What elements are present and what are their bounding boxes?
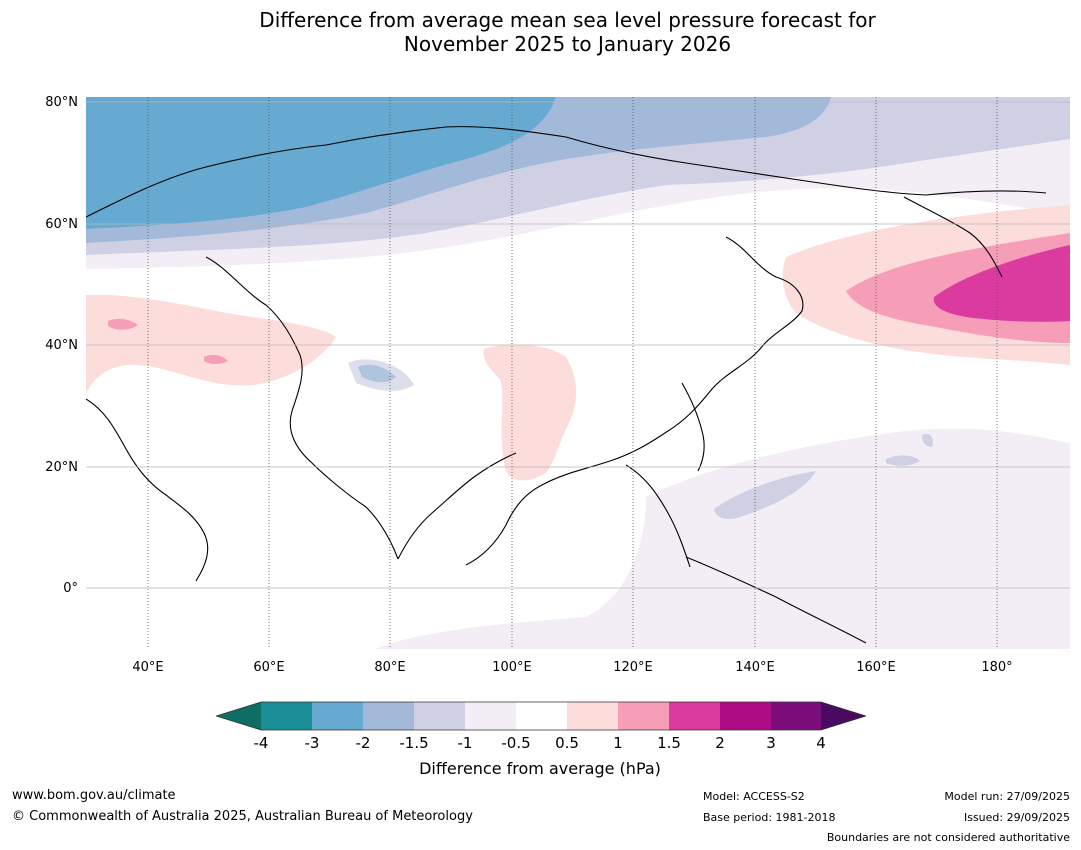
latitude-gridlines <box>86 101 1070 589</box>
website-link[interactable]: www.bom.gov.au/climate <box>12 788 176 803</box>
colorbar-segment-1-to-1-5 <box>618 702 669 730</box>
coastlines <box>86 126 1047 644</box>
anomaly-region-china-plus-0-5 <box>483 344 577 481</box>
colorbar-segment-above-4 <box>821 702 866 730</box>
pressure-anomaly-map <box>86 97 1070 649</box>
colorbar-tick: -2 <box>355 734 371 752</box>
title-line-1: Difference from average mean sea level p… <box>259 8 876 32</box>
lon-label-160e: 160°E <box>856 660 896 675</box>
colorbar-tick: -0.5 <box>501 734 531 752</box>
colorbar-tick: -1 <box>457 734 473 752</box>
lat-label-40n: 40°N <box>45 338 78 353</box>
anomaly-region-west-plus-1-a <box>108 318 138 330</box>
colorbar <box>216 701 866 731</box>
anomaly-region-west-plus-1-b <box>204 354 228 364</box>
lon-label-60e: 60°E <box>253 660 285 675</box>
colorbar-segment-1-5-to-2 <box>669 702 720 730</box>
anomaly-region-tibet-minus-outer <box>348 359 414 391</box>
colorbar-segment-minus-4-to-minus-3 <box>261 702 312 730</box>
lon-label-40e: 40°E <box>132 660 164 675</box>
lon-label-80e: 80°E <box>374 660 406 675</box>
colorbar-label: Difference from average (hPa) <box>419 759 661 778</box>
colorbar-segment-minus-2-to-minus-1-5 <box>363 702 414 730</box>
colorbar-tick: -3 <box>304 734 320 752</box>
colorbar-tick: -4 <box>253 734 269 752</box>
copyright-text: © Commonwealth of Australia 2025, Austra… <box>12 809 473 824</box>
colorbar-segment-3-to-4 <box>771 702 821 730</box>
colorbar-segment-minus-1-5-to-minus-1 <box>414 702 465 730</box>
lat-label-80n: 80°N <box>45 95 78 110</box>
colorbar-segment-below-minus-4 <box>216 702 261 730</box>
boundaries-disclaimer: Boundaries are not considered authoritat… <box>826 831 1070 844</box>
colorbar-tick: 3 <box>766 734 776 752</box>
lat-label-20n: 20°N <box>45 460 78 475</box>
anomaly-region-minus-3 <box>86 97 556 229</box>
model-run-date: Model run: 27/09/2025 <box>944 790 1070 803</box>
colorbar-segment-0-5-to-1 <box>567 702 618 730</box>
map-canvas <box>86 97 1070 649</box>
model-name: Model: ACCESS-S2 <box>703 790 805 803</box>
chart-title: Difference from average mean sea level p… <box>0 8 1081 56</box>
anomaly-region-ne-pacific-plus-1-5 <box>933 245 1070 322</box>
colorbar-segment-minus-1-to-minus-0-5 <box>465 702 516 730</box>
colorbar-tick: 1 <box>613 734 623 752</box>
lon-label-100e: 100°E <box>492 660 532 675</box>
anomaly-region-pacific-minus-1 <box>714 471 816 519</box>
colorbar-segment-minus-3-to-minus-2 <box>312 702 363 730</box>
lat-label-60n: 60°N <box>45 217 78 232</box>
colorbar-tick: -1.5 <box>399 734 429 752</box>
anomaly-region-west-plus-0-5 <box>86 294 336 393</box>
anomaly-region-pacific-minus-0-5 <box>376 428 1070 649</box>
anomaly-region-pacific-minus-1-b <box>886 455 920 466</box>
colorbar-tick: 2 <box>715 734 725 752</box>
colorbar-outline <box>216 701 866 731</box>
colorbar-tick: 4 <box>816 734 826 752</box>
lon-label-120e: 120°E <box>613 660 653 675</box>
colorbar-tick: 0.5 <box>555 734 579 752</box>
issued-date: Issued: 29/09/2025 <box>963 811 1070 824</box>
longitude-gridlines <box>147 97 998 649</box>
lon-label-180: 180° <box>981 660 1013 675</box>
lon-label-140e: 140°E <box>735 660 775 675</box>
colorbar-tick: 1.5 <box>657 734 681 752</box>
lat-label-0: 0° <box>63 581 78 596</box>
title-line-2: November 2025 to January 2026 <box>403 32 732 56</box>
colorbar-segment-minus-0-5-to-0-5 <box>516 702 567 730</box>
anomaly-region-pacific-minus-1-c <box>922 433 934 447</box>
base-period: Base period: 1981-2018 <box>703 811 836 824</box>
colorbar-segment-2-to-3 <box>720 702 771 730</box>
